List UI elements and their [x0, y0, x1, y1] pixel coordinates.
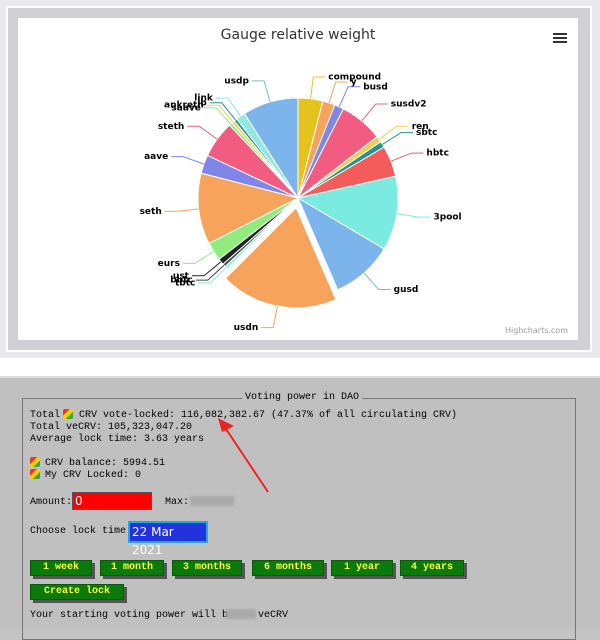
connector [310, 76, 326, 99]
connector [209, 102, 236, 121]
period-button[interactable]: 3 months [172, 560, 242, 576]
annotation-arrow [218, 418, 269, 493]
connector [198, 267, 227, 284]
connector [382, 132, 414, 145]
connector [361, 103, 388, 122]
slice-label: usdn [234, 323, 259, 333]
total-prefix: Total [30, 410, 61, 421]
amount-label: Amount: [30, 497, 73, 508]
connector [328, 81, 348, 104]
my-locked: My CRV Locked: 0 [45, 470, 142, 481]
connector [171, 156, 205, 165]
crv-icon [30, 457, 40, 467]
redacted [226, 609, 256, 619]
slice-label: steth [158, 122, 184, 132]
slice-label: ren [412, 122, 429, 132]
redacted [190, 496, 234, 506]
connector [195, 264, 225, 281]
connector [164, 208, 199, 212]
connector [182, 251, 214, 264]
slice-label: ust [173, 271, 190, 281]
slice-label: ankreth [164, 101, 204, 111]
connector [378, 125, 409, 140]
total-vecrv: Total veCRV: 105,323,047.20 [30, 422, 193, 433]
lock-time-input[interactable]: 22 Mar 2021 [128, 521, 208, 557]
slice-label: saave [171, 103, 200, 113]
slice-label: busd [363, 82, 388, 92]
pie-slice [296, 175, 399, 250]
slice-label: compound [328, 72, 381, 82]
slice-label: susdv2 [391, 99, 427, 109]
menu-icon[interactable] [553, 33, 567, 43]
period-button[interactable]: 6 months [252, 560, 324, 576]
fieldset-legend: Voting power in DAO [242, 392, 363, 403]
connector [191, 261, 222, 277]
period-button[interactable]: 4 years [400, 560, 464, 576]
slice-label: hbtc [426, 149, 449, 159]
chart: Gauge relative weight Highcharts.com com… [18, 18, 578, 340]
crv-icon [30, 469, 40, 479]
slice-label: sbtc [416, 128, 437, 138]
slice-label: y [351, 77, 357, 87]
slice-label: ib [197, 98, 207, 108]
connector [251, 80, 271, 103]
chart-frame: Gauge relative weight Highcharts.com com… [0, 0, 600, 358]
connector [338, 86, 361, 108]
connector [261, 305, 278, 329]
period-button[interactable]: 1 week [30, 560, 92, 576]
connector [390, 152, 424, 162]
connector [396, 213, 431, 218]
pie-slice [197, 172, 300, 245]
balance: CRV balance: 5994.51 [45, 458, 166, 469]
period-button[interactable]: 1 month [100, 560, 164, 576]
period-button[interactable]: 1 year [331, 560, 393, 576]
connector [363, 272, 391, 291]
pie-slice [296, 196, 385, 291]
starting-power-unit: veCRV [258, 610, 289, 621]
connector [187, 125, 218, 140]
chart-title: Gauge relative weight [221, 27, 376, 43]
amount-input[interactable]: 0 [72, 492, 152, 510]
slice-label: seth [140, 207, 162, 217]
slice-label: 3pool [433, 213, 461, 223]
vote-locked: CRV vote-locked: 116,082,382.67 (47.37% … [79, 410, 458, 421]
voting-panel: Voting power in DAO Total CRV vote-locke… [0, 376, 600, 640]
slice-label: eurs [158, 259, 180, 269]
create-lock-button[interactable]: Create lock [30, 584, 124, 600]
crv-icon [63, 409, 73, 419]
slice-label: aave [144, 152, 168, 162]
starting-power-label: Your starting voting power will be: [30, 610, 241, 621]
slice-label: usdp [224, 76, 249, 86]
slice-label: tbtc [175, 278, 195, 288]
connector [206, 104, 234, 123]
pie-slice [243, 97, 299, 200]
max-label: Max: [165, 497, 190, 508]
connector [215, 97, 241, 117]
connector [203, 107, 232, 125]
slice-label: gusd [394, 285, 419, 295]
avg-lock: Average lock time: 3.63 years [30, 434, 205, 445]
slice-label: bbtc [170, 276, 193, 286]
slice-label: link [194, 94, 214, 104]
separator [0, 358, 600, 376]
pie-slice [224, 206, 337, 309]
credits[interactable]: Highcharts.com [505, 326, 568, 335]
lock-time-label: Choose lock time: [30, 526, 133, 537]
